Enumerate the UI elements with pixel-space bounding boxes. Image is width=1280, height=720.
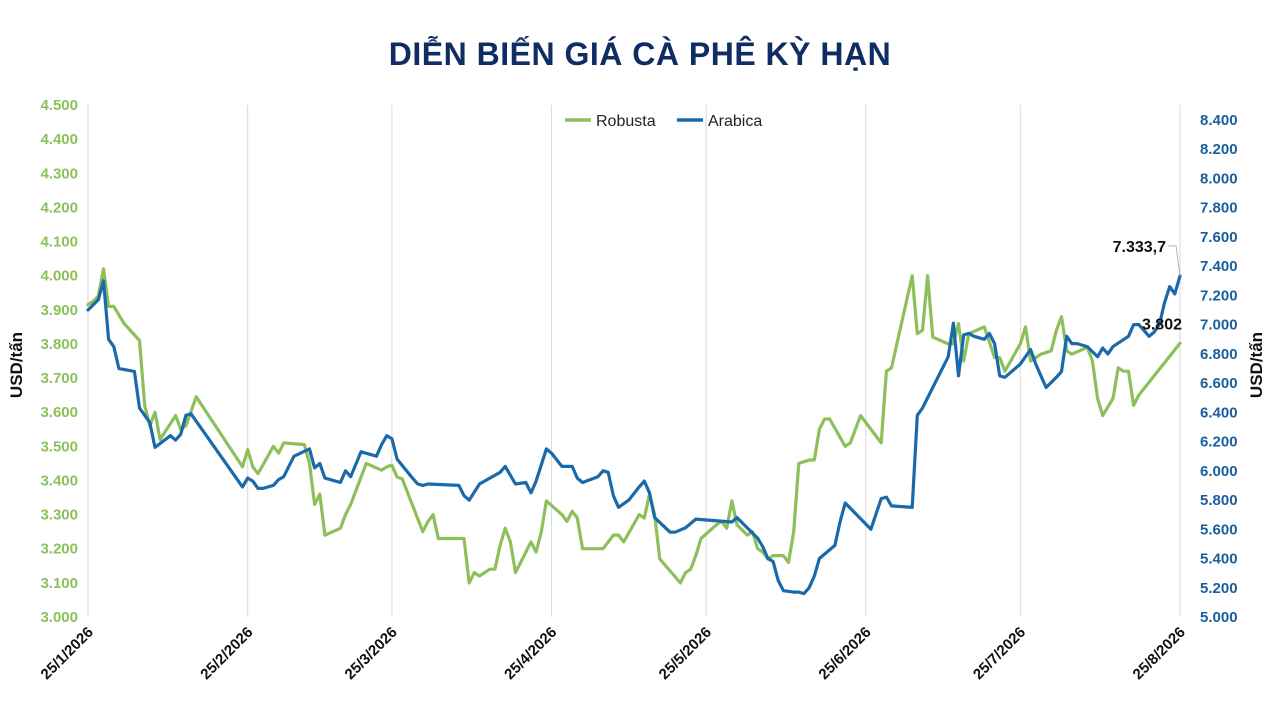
series-line-arabica (86, 274, 1182, 596)
left-axis-ticks: 3.000 3.100 3.200 3.300 3.400 3.500 3.600 3.700… (40, 97, 78, 626)
left-axis-title: USD/tấn (7, 332, 26, 398)
right-axis-title: USD/tấn (1247, 332, 1266, 398)
x-tick-label: 25/1/2026 (38, 624, 97, 683)
legend: Robusta Arabica (565, 113, 762, 130)
x-axis-ticks: 25/1/2026 25/2/2026 25/3/2026 25/4/2026 25/5… (38, 624, 1189, 683)
right-axis-ticks: 5.000 5.200 5.400 5.600 5.800 6.000 6.200 6.400… (1200, 112, 1238, 626)
x-tick-label: 25/6/2026 (815, 624, 874, 683)
series-lines (86, 267, 1182, 596)
legend-robusta-label: Robusta (596, 113, 656, 130)
grid-lines (87, 105, 1181, 617)
legend-arabica-label: Arabica (708, 113, 762, 130)
right-tick-label: 5.400 (1200, 551, 1238, 568)
annotation-leader (1168, 245, 1181, 276)
annotation-arabica-last: 7.333,7 (1113, 239, 1166, 256)
left-tick-label: 3.800 (40, 336, 78, 353)
left-tick-label: 3.700 (40, 370, 78, 387)
chart-title: DIỄN BIẾN GIÁ CÀ PHÊ KỲ HẠN (388, 36, 892, 72)
left-tick-label: 4.000 (40, 268, 78, 285)
left-tick-label: 4.300 (40, 165, 78, 182)
right-tick-label: 8.400 (1200, 112, 1238, 129)
left-tick-label: 4.500 (40, 97, 78, 114)
right-tick-label: 7.200 (1200, 287, 1238, 304)
x-tick-label: 25/5/2026 (656, 624, 715, 683)
x-tick-label: 25/2/2026 (197, 624, 256, 683)
right-tick-label: 6.200 (1200, 434, 1238, 451)
right-tick-label: 5.200 (1200, 580, 1238, 597)
left-tick-label: 3.900 (40, 302, 78, 319)
right-tick-label: 6.600 (1200, 375, 1238, 392)
x-tick-label: 25/8/2026 (1130, 624, 1189, 683)
right-tick-label: 7.000 (1200, 317, 1238, 334)
right-tick-label: 8.200 (1200, 141, 1238, 158)
right-tick-label: 7.600 (1200, 229, 1238, 246)
left-tick-label: 4.100 (40, 234, 78, 251)
left-tick-label: 4.200 (40, 199, 78, 216)
left-tick-label: 3.100 (40, 575, 78, 592)
right-tick-label: 7.400 (1200, 258, 1238, 275)
left-tick-label: 4.400 (40, 131, 78, 148)
right-tick-label: 6.400 (1200, 404, 1238, 421)
left-tick-label: 3.000 (40, 609, 78, 626)
series-line-robusta (86, 267, 1182, 585)
left-tick-label: 3.400 (40, 472, 78, 489)
right-tick-label: 7.800 (1200, 200, 1238, 217)
left-tick-label: 3.500 (40, 438, 78, 455)
right-tick-label: 6.800 (1200, 346, 1238, 363)
right-tick-label: 5.000 (1200, 609, 1238, 626)
x-tick-label: 25/3/2026 (342, 624, 401, 683)
left-tick-label: 3.300 (40, 507, 78, 524)
annotation-robusta-last: 3.802 (1142, 316, 1182, 333)
right-tick-label: 5.800 (1200, 492, 1238, 509)
right-tick-label: 5.600 (1200, 521, 1238, 538)
x-tick-label: 25/4/2026 (501, 624, 560, 683)
right-tick-label: 6.000 (1200, 463, 1238, 480)
left-tick-label: 3.200 (40, 541, 78, 558)
left-tick-label: 3.600 (40, 404, 78, 421)
annotations: 7.333,7 3.802 (1113, 239, 1182, 333)
x-tick-label: 25/7/2026 (970, 624, 1029, 683)
right-tick-label: 8.000 (1200, 170, 1238, 187)
